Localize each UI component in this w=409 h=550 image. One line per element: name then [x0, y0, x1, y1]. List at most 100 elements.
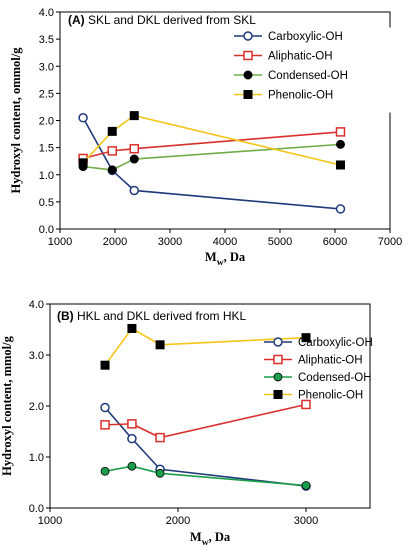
legend-label: Carboxylic-OH — [298, 337, 373, 349]
x-tick-label: 6000 — [323, 236, 347, 248]
series-line — [105, 403, 307, 439]
series-condensed-oh — [78, 139, 345, 175]
x-axis-title-main: M — [205, 250, 217, 264]
data-point — [100, 420, 110, 430]
data-point — [129, 185, 139, 196]
data-point — [301, 481, 311, 490]
data-point — [336, 160, 345, 170]
data-point — [129, 143, 139, 154]
series-phenolic-oh — [78, 111, 345, 170]
series-line — [104, 327, 307, 366]
data-point — [100, 360, 110, 370]
series-line — [104, 407, 307, 487]
data-point — [301, 399, 311, 410]
y-tick-label: 2.0 — [29, 401, 44, 413]
x-axis-title-subscript: w — [217, 258, 224, 268]
data-point — [127, 323, 137, 333]
y-tick-label: 0.5 — [39, 197, 54, 209]
y-axis-title: Hydroxyl content, mmol/g — [0, 335, 14, 475]
legend-label: Phenolic-OH — [268, 90, 333, 102]
legend: Carboxylic-OH Aliphatic-OH Condensed-OH Phe… — [231, 27, 391, 113]
data-point — [107, 126, 117, 136]
data-point — [107, 165, 117, 175]
data-point — [335, 204, 346, 214]
legend-swatch-marker — [273, 354, 283, 365]
legend-label: Aliphatic-OH — [268, 51, 333, 63]
data-point — [336, 139, 345, 149]
x-tick-label: 5000 — [268, 236, 292, 248]
x-tick-label: 1000 — [38, 515, 62, 527]
data-point — [301, 333, 311, 343]
legend-swatch-marker — [243, 31, 253, 41]
panel-label: (A) — [68, 13, 85, 27]
series-line — [82, 117, 341, 210]
y-tick-label: 3.5 — [39, 34, 54, 46]
y-axis-title: Hydroxyl content, ommol/g — [9, 47, 23, 194]
x-axis-title-unit: , Da — [224, 250, 246, 264]
x-axis-title-main: M — [190, 530, 202, 544]
data-point — [107, 146, 117, 156]
data-point — [127, 461, 137, 471]
legend-swatch-marker — [243, 90, 253, 99]
legend-label: Condensed-OH — [268, 70, 348, 82]
chart-panel-b: 0.0 1.0 2.0 3.0 4.0 1000 2000 3000 Hydroxyl cont… — [0, 299, 373, 548]
x-tick-label: 3000 — [294, 515, 318, 527]
data-point — [129, 111, 139, 121]
legend-label: Phenolic-OH — [298, 390, 363, 402]
legend-swatch-marker — [273, 390, 283, 399]
y-tick-label: 1.5 — [39, 143, 54, 155]
data-point — [78, 113, 88, 123]
legend-swatch-marker — [273, 337, 283, 347]
x-tick-label: 2000 — [166, 515, 190, 527]
y-tick-label: 1.0 — [39, 170, 54, 182]
panel-label: (B) — [57, 309, 74, 323]
y-tick-label: 3.0 — [39, 61, 54, 73]
y-tick-label: 4.0 — [29, 299, 44, 311]
data-point — [155, 468, 165, 478]
x-axis-title-subscript: w — [202, 538, 209, 548]
y-tick-label: 4.0 — [39, 7, 54, 19]
legend-swatch-marker — [243, 50, 253, 61]
series-aliphatic-oh — [78, 127, 346, 164]
data-point — [127, 419, 137, 429]
panel-title: (A) SKL and DKL derived from SKL — [68, 13, 256, 27]
series-codensed-oh — [100, 461, 311, 490]
data-point — [127, 433, 137, 444]
panel-title-text: HKL and DKL derived from HKL — [77, 309, 247, 323]
series-line — [82, 131, 341, 160]
x-tick-label: 2000 — [103, 236, 127, 248]
x-axis-title: Mw, Da — [205, 250, 246, 268]
legend-swatch-marker — [273, 372, 283, 382]
legend-label: Codensed-OH — [298, 372, 372, 384]
panel-title: (B) HKL and DKL derived from HKL — [57, 309, 247, 323]
series-line — [82, 114, 341, 166]
legend-swatch-marker — [243, 70, 253, 80]
data-point — [78, 158, 88, 168]
series-carboxylic-oh — [78, 113, 346, 214]
x-tick-label: 1000 — [48, 236, 72, 248]
data-point — [129, 154, 139, 164]
y-tick-label: 2.5 — [39, 88, 54, 100]
legend-label: Carboxylic-OH — [268, 31, 343, 43]
data-point — [100, 466, 110, 476]
x-axis-title: Mw, Da — [190, 530, 231, 548]
y-tick-label: 0.0 — [29, 503, 44, 515]
series-line — [83, 143, 341, 171]
data-point — [155, 340, 165, 350]
legend-background — [231, 27, 391, 113]
legend: Carboxylic-OH Aliphatic-OH Codensed-OH Phen… — [264, 337, 373, 402]
y-tick-label: 0.0 — [39, 224, 54, 236]
legend-label: Aliphatic-OH — [298, 355, 363, 367]
chart-panel-a: 0.0 0.5 1.0 1.5 2.0 2.5 3.0 3.5 4.0 1000 2000 3000 4… — [9, 7, 402, 268]
series-aliphatic-oh — [100, 399, 311, 443]
series-phenolic-oh — [100, 323, 311, 370]
x-tick-label: 3000 — [158, 236, 182, 248]
x-tick-label: 7000 — [378, 236, 402, 248]
panel-title-text: SKL and DKL derived from SKL — [88, 13, 256, 27]
data-point — [155, 432, 165, 443]
x-tick-label: 4000 — [213, 236, 237, 248]
series-line — [104, 465, 307, 487]
y-tick-label: 3.0 — [29, 350, 44, 362]
y-tick-label: 1.0 — [29, 452, 44, 464]
